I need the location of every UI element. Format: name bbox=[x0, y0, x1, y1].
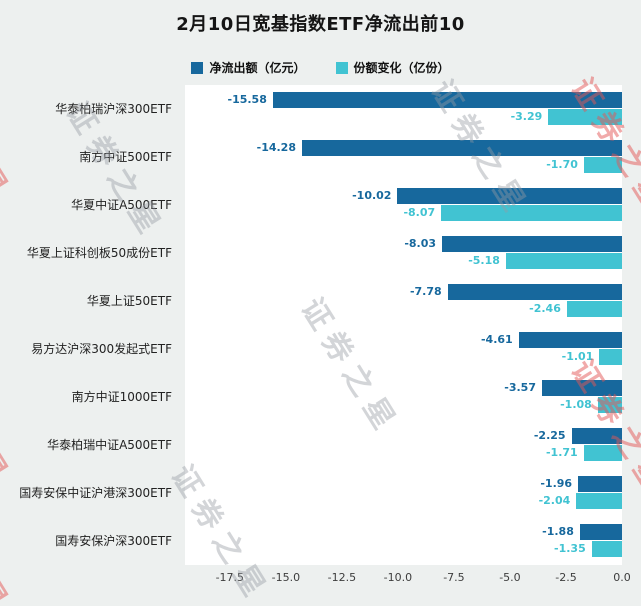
share-change-bar bbox=[583, 157, 622, 173]
y-axis-labels: 华泰柏瑞沪深300ETF 南方中证500ETF 华夏中证A500ETF 华夏上证科创板… bbox=[0, 85, 179, 565]
share-change-bar bbox=[591, 541, 622, 557]
outflow-bar bbox=[447, 284, 622, 300]
x-tick-label: 0.0 bbox=[613, 571, 631, 584]
share-change-value-label: -8.07 bbox=[403, 206, 436, 219]
outflow-bar bbox=[579, 524, 622, 540]
x-tick-label: -7.5 bbox=[443, 571, 465, 584]
x-tick-label: -5.0 bbox=[499, 571, 521, 584]
x-tick-label: -2.5 bbox=[555, 571, 577, 584]
share-change-value-label: -1.71 bbox=[545, 446, 578, 459]
outflow-bar bbox=[272, 92, 622, 108]
legend-label-outflow: 净流出额（亿元） bbox=[209, 61, 306, 75]
outflow-value-label: -1.96 bbox=[540, 477, 573, 490]
share-change-bar bbox=[599, 349, 622, 365]
category-label: 南方中证500ETF bbox=[79, 150, 172, 164]
category-label: 华泰柏瑞中证A500ETF bbox=[47, 438, 172, 452]
category-label: 易方达沪深300发起式ETF bbox=[31, 342, 172, 356]
outflow-bar bbox=[442, 236, 622, 252]
legend-item-outflow: 净流出额（亿元） bbox=[191, 59, 306, 76]
category-label: 国寿安保沪深300ETF bbox=[55, 534, 172, 548]
category-label: 华夏上证50ETF bbox=[86, 294, 172, 308]
share-change-bar bbox=[583, 445, 622, 461]
outflow-value-label: -2.25 bbox=[533, 429, 566, 442]
category-label: 华夏中证A500ETF bbox=[71, 198, 172, 212]
share-change-bar bbox=[548, 109, 622, 125]
outflow-value-label: -8.03 bbox=[404, 237, 437, 250]
outflow-bar bbox=[301, 140, 622, 156]
outflow-value-label: -7.78 bbox=[409, 285, 442, 298]
chart-title: 2月10日宽基指数ETF净流出前10 bbox=[176, 14, 465, 35]
share-change-value-label: -2.04 bbox=[538, 494, 571, 507]
outflow-value-label: -15.58 bbox=[227, 93, 267, 106]
share-change-swatch bbox=[335, 61, 348, 74]
share-change-bar bbox=[597, 397, 622, 413]
category-label: 国寿安保中证沪港深300ETF bbox=[19, 486, 172, 500]
x-tick-label: -12.5 bbox=[327, 571, 357, 584]
outflow-bar bbox=[571, 428, 622, 444]
category-label: 华夏上证科创板50成份ETF bbox=[26, 246, 172, 260]
share-change-value-label: -1.70 bbox=[546, 158, 578, 171]
share-change-value-label: -1.08 bbox=[560, 398, 592, 411]
share-change-bar bbox=[566, 301, 622, 317]
legend-label-share-change: 份额变化（亿份） bbox=[353, 61, 450, 75]
outflow-value-label: -10.02 bbox=[352, 189, 392, 202]
x-tick-label: -17.5 bbox=[215, 571, 245, 584]
outflow-value-label: -4.61 bbox=[480, 333, 513, 346]
outflow-bar bbox=[578, 476, 622, 492]
share-change-value-label: -3.29 bbox=[510, 110, 543, 123]
share-change-bar bbox=[576, 493, 622, 509]
share-change-value-label: -2.46 bbox=[529, 302, 561, 315]
legend-item-share-change: 份额变化（亿份） bbox=[335, 59, 450, 76]
category-label: 华泰柏瑞沪深300ETF bbox=[55, 102, 172, 116]
outflow-bar bbox=[542, 380, 622, 396]
outflow-value-label: -14.28 bbox=[256, 141, 296, 154]
share-change-value-label: -1.35 bbox=[554, 542, 586, 555]
legend: 净流出额（亿元） 份额变化（亿份） bbox=[0, 59, 641, 76]
x-axis: -17.5 -15.0 -12.5 -10.0 -7.5 -5.0 -2.5 0.0 bbox=[185, 571, 631, 587]
share-change-value-label: -5.18 bbox=[468, 254, 500, 267]
x-tick-label: -10.0 bbox=[383, 571, 413, 584]
category-label: 南方中证1000ETF bbox=[71, 390, 172, 404]
x-tick-label: -15.0 bbox=[271, 571, 301, 584]
share-change-bar bbox=[441, 205, 622, 221]
outflow-bar bbox=[518, 332, 622, 348]
outflow-bar bbox=[397, 188, 622, 204]
plot-area: -15.58 -3.29 -14.28 -1.70 -10.02 -8.07 -8.03 -5… bbox=[185, 85, 622, 565]
outflow-value-label: -3.57 bbox=[504, 381, 536, 394]
outflow-value-label: -1.88 bbox=[542, 525, 574, 538]
share-change-value-label: -1.01 bbox=[561, 350, 594, 363]
share-change-bar bbox=[505, 253, 622, 269]
outflow-swatch bbox=[191, 61, 204, 74]
